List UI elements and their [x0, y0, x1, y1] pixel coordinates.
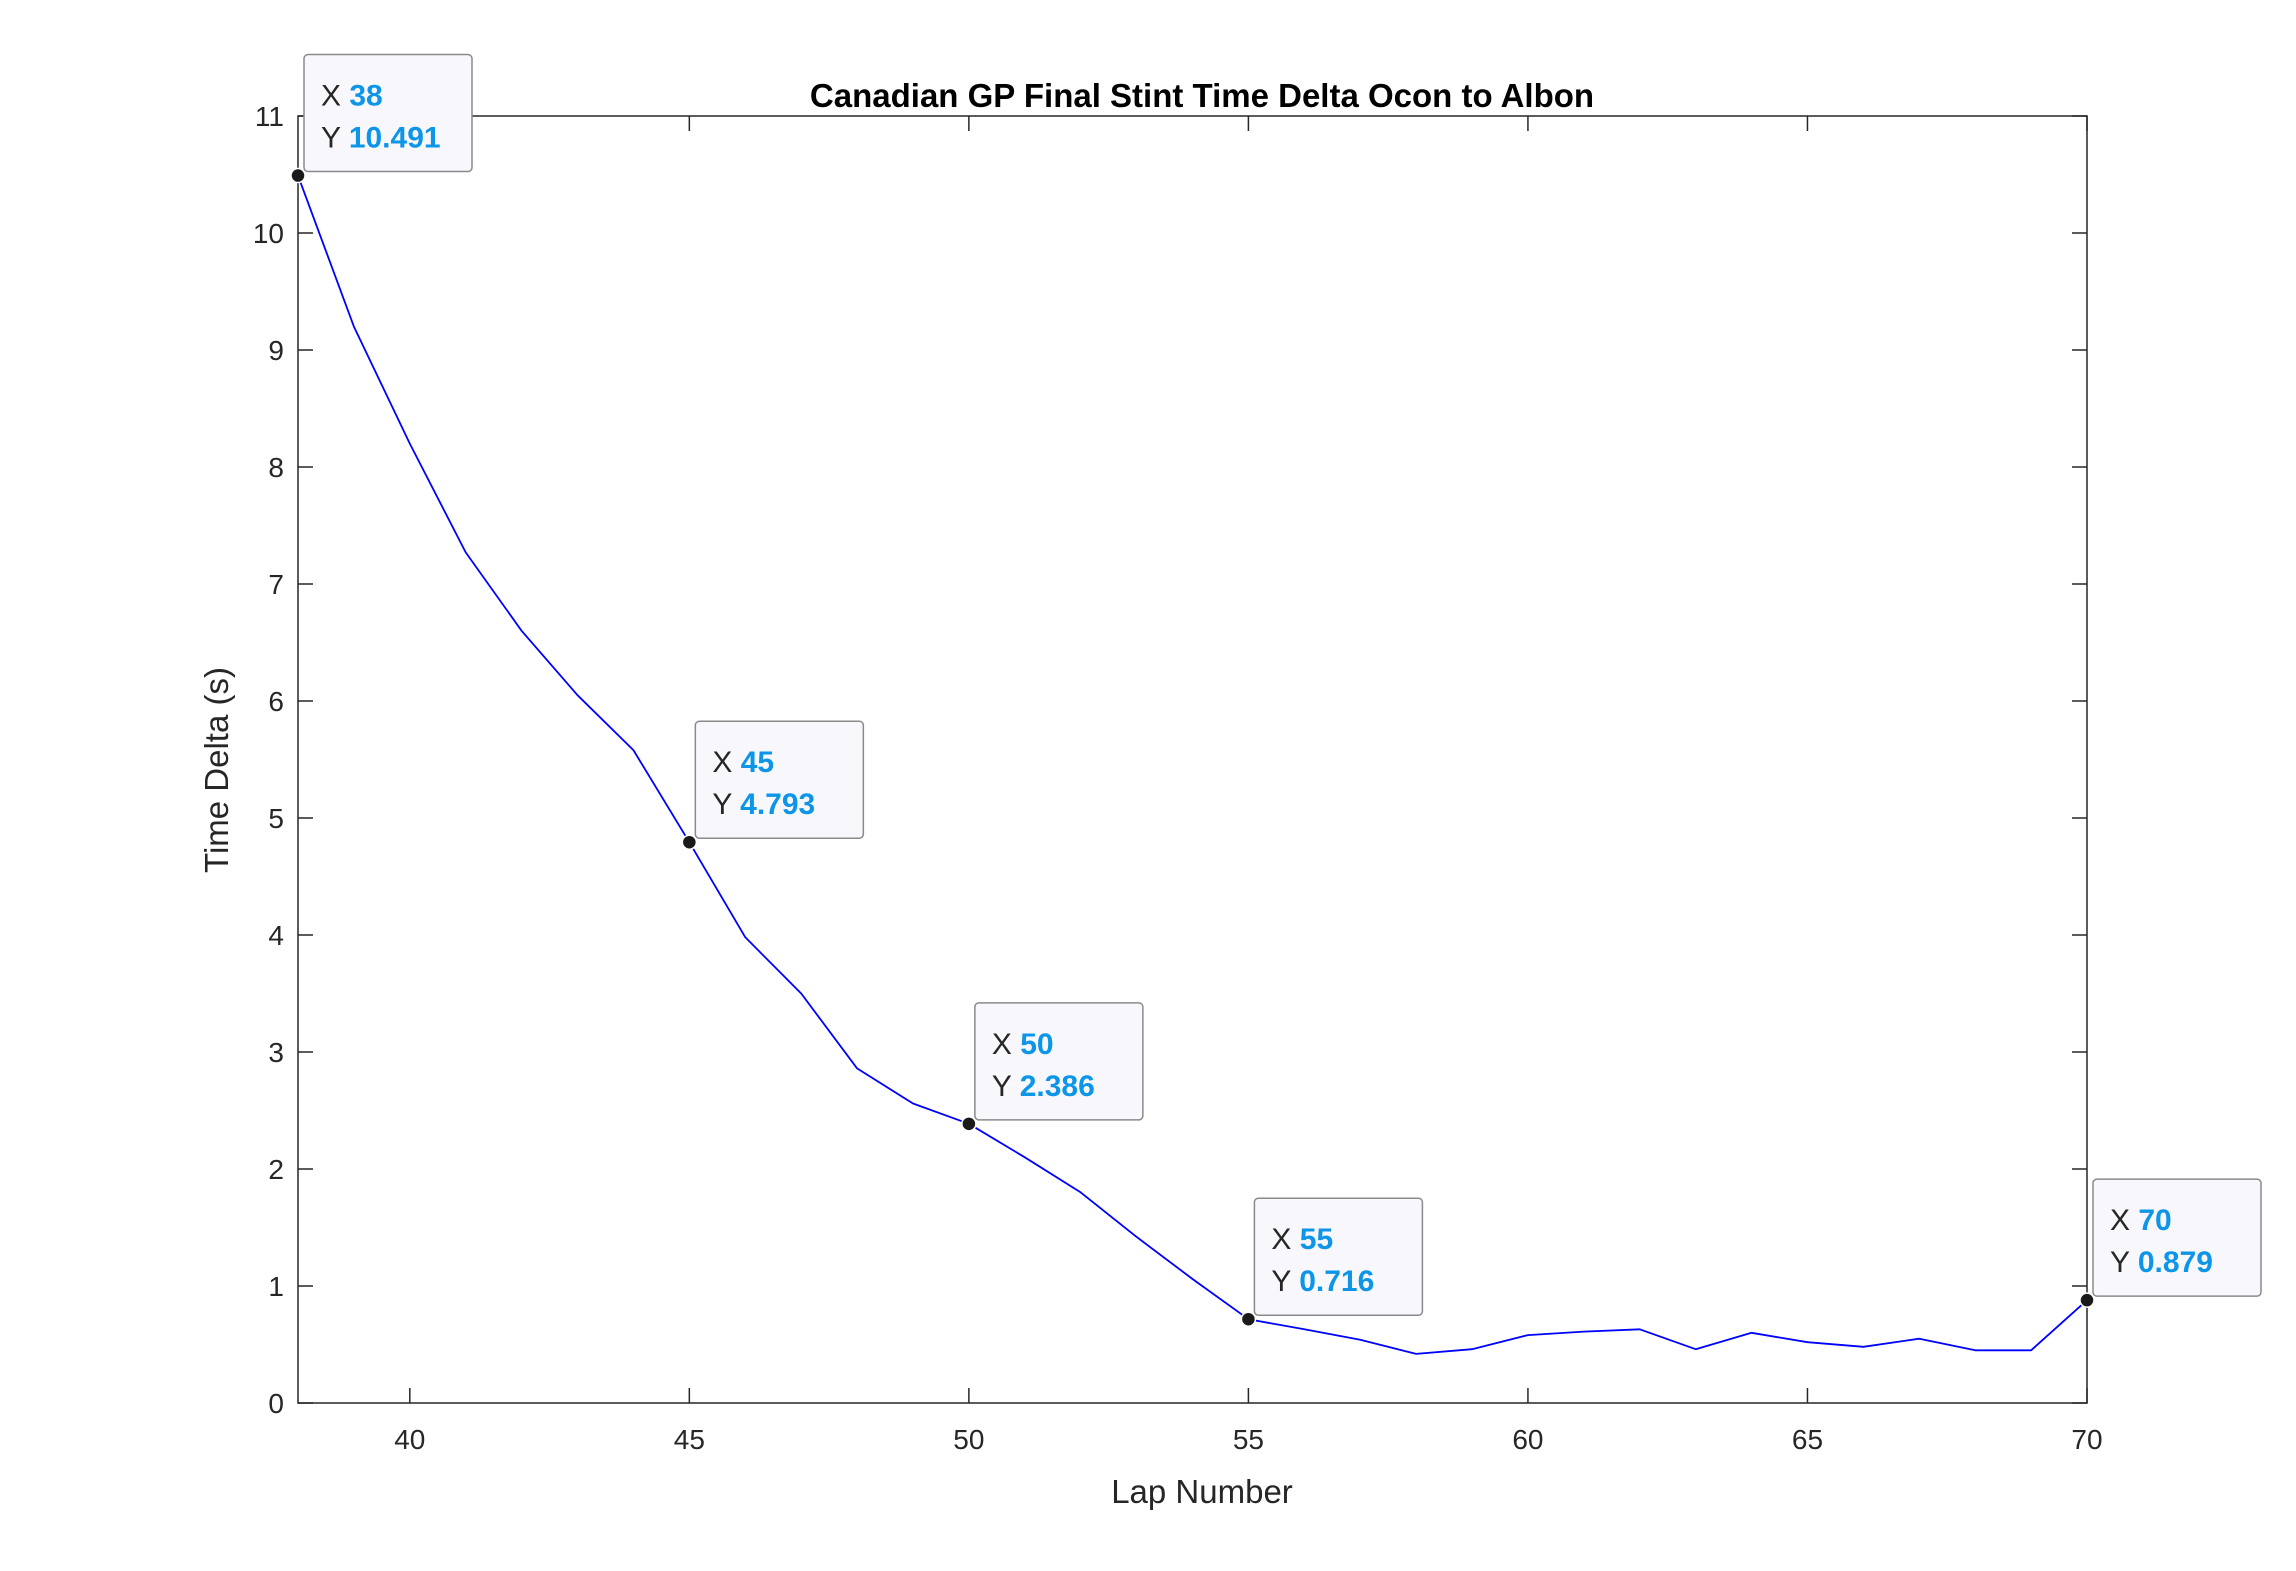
datatip-y-row: Y 0.879: [2110, 1246, 2213, 1279]
datatip-marker[interactable]: [1240, 1311, 1257, 1327]
y-tick-label: 10: [253, 218, 284, 249]
datatip-y-row: Y 10.491: [321, 122, 441, 155]
plot-area: [297, 115, 2088, 1404]
datatip-box: [974, 1002, 1144, 1121]
x-tick-label: 55: [1233, 1424, 1264, 1455]
y-tick-label: 8: [268, 452, 284, 483]
x-tick-label: 70: [2071, 1424, 2102, 1455]
datatip-x-row: X 38: [321, 80, 383, 113]
y-tick-label: 4: [268, 920, 284, 951]
datatip-marker[interactable]: [681, 834, 698, 850]
datatip[interactable]: X 55 Y 0.716: [1240, 1197, 1424, 1327]
datatip-x-row: X 55: [1271, 1223, 1333, 1256]
x-tick-label: 50: [953, 1424, 984, 1455]
datatip-box: [1253, 1197, 1424, 1316]
datatip-x-row: X 45: [712, 746, 774, 779]
x-axis-label: Lap Number: [1111, 1473, 1293, 1510]
datatip-x-row: X 50: [992, 1028, 1054, 1061]
y-tick-label: 2: [268, 1154, 284, 1185]
datatip[interactable]: X 45 Y 4.793: [681, 720, 865, 850]
datatip-box: [2092, 1178, 2262, 1297]
x-tick-label: 40: [394, 1424, 425, 1455]
datatip-box: [694, 720, 865, 839]
datatip[interactable]: X 50 Y 2.386: [961, 1002, 1144, 1132]
y-tick-label: 1: [268, 1271, 284, 1302]
y-axis-label: Time Delta (s): [198, 667, 235, 873]
datatip-x-row: X 70: [2110, 1204, 2172, 1237]
datatip-marker[interactable]: [290, 167, 306, 184]
x-tick-label: 60: [1512, 1424, 1543, 1455]
datatips-layer: X 38 Y 10.491 X 45 Y 4.793 X 50 Y 2.386 X 55 Y …: [290, 53, 2262, 1327]
chart-title: Canadian GP Final Stint Time Delta Ocon …: [810, 77, 1594, 114]
y-tick-label: 11: [255, 101, 284, 132]
x-tick-label: 45: [674, 1424, 705, 1455]
datatip-y-row: Y 0.716: [1271, 1265, 1374, 1298]
y-tick-label: 3: [268, 1037, 284, 1068]
series-layer: [297, 175, 2088, 1355]
y-tick-label: 6: [268, 686, 284, 717]
datatip-box: [303, 53, 473, 173]
y-tick-label: 9: [268, 335, 284, 366]
y-tick-label: 0: [268, 1388, 284, 1419]
datatip[interactable]: X 70 Y 0.879: [2079, 1178, 2262, 1308]
datatip-marker[interactable]: [2079, 1292, 2095, 1308]
datatip-y-row: Y 2.386: [992, 1070, 1095, 1103]
series-line: [297, 175, 2088, 1355]
y-tick-label: 5: [268, 803, 284, 834]
y-tick-label: 7: [268, 569, 284, 600]
datatip-y-row: Y 4.793: [712, 788, 815, 821]
datatip[interactable]: X 38 Y 10.491: [290, 53, 473, 184]
x-tick-label: 65: [1792, 1424, 1823, 1455]
datatip-marker[interactable]: [961, 1116, 977, 1132]
